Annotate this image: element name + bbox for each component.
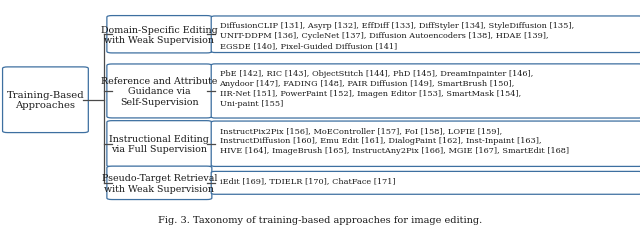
FancyBboxPatch shape — [107, 121, 212, 167]
FancyBboxPatch shape — [3, 68, 88, 133]
Text: DiffusionCLIP [131], Asyrp [132], EffDiff [133], DiffStyler [134], StyleDiffusio: DiffusionCLIP [131], Asyrp [132], EffDif… — [220, 22, 574, 50]
Text: Training-Based
Approaches: Training-Based Approaches — [6, 91, 84, 110]
FancyBboxPatch shape — [211, 122, 640, 167]
FancyBboxPatch shape — [107, 166, 212, 200]
Text: Domain-Specific Editing
with Weak Supervision: Domain-Specific Editing with Weak Superv… — [101, 25, 218, 45]
Text: Fig. 3. Taxonomy of training-based approaches for image editing.: Fig. 3. Taxonomy of training-based appro… — [158, 215, 482, 224]
Text: Pseudo-Target Retrieval
with Weak Supervision: Pseudo-Target Retrieval with Weak Superv… — [102, 173, 217, 193]
Text: iEdit [169], TDIELR [170], ChatFace [171]: iEdit [169], TDIELR [170], ChatFace [171… — [220, 176, 395, 184]
FancyBboxPatch shape — [211, 17, 640, 53]
Text: Reference and Attribute
Guidance via
Self-Supervision: Reference and Attribute Guidance via Sel… — [101, 77, 218, 106]
FancyBboxPatch shape — [107, 16, 212, 54]
FancyBboxPatch shape — [107, 65, 212, 118]
Text: InstructPix2Pix [156], MoEController [157], FoI [158], LOFIE [159],
InstructDiff: InstructPix2Pix [156], MoEController [15… — [220, 126, 569, 154]
Text: Instructional Editing
via Full Supervision: Instructional Editing via Full Supervisi… — [109, 134, 209, 154]
FancyBboxPatch shape — [211, 65, 640, 118]
Text: PbE [142], RIC [143], ObjectStitch [144], PhD [145], DreamInpainter [146],
Anydo: PbE [142], RIC [143], ObjectStitch [144]… — [220, 69, 533, 107]
FancyBboxPatch shape — [211, 172, 640, 194]
